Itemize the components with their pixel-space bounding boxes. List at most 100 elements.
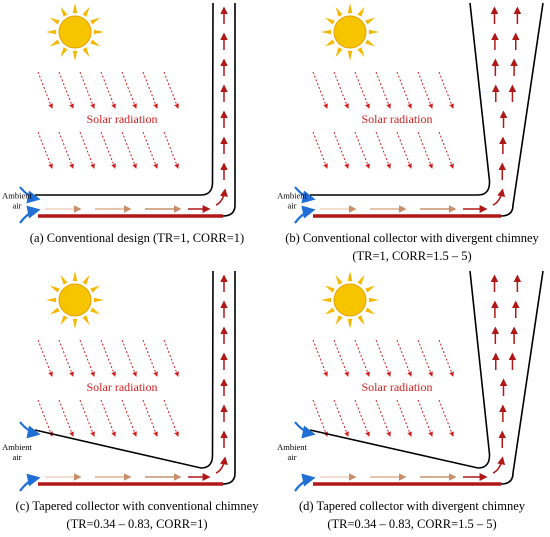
- sun-ray: [82, 274, 90, 285]
- sun-ray: [357, 6, 365, 17]
- inlet-label: Ambient: [277, 190, 307, 200]
- sun-ray: [335, 47, 343, 58]
- caption: (TR=0.34 – 0.83, CORR=1.5 – 5): [327, 517, 496, 531]
- radiation-arrow: [375, 71, 391, 109]
- radiation-arrow: [58, 131, 74, 169]
- caption: (d) Tapered collector with divergent chi…: [299, 499, 526, 513]
- sun: [333, 283, 367, 317]
- sun-ray: [335, 315, 343, 326]
- inlet-label: Ambient: [2, 442, 32, 452]
- radiation-arrow: [58, 399, 74, 437]
- radiation-arrow: [58, 71, 74, 109]
- chimney-right-wall: [500, 270, 544, 485]
- sun: [333, 15, 367, 49]
- radiation-arrow: [333, 399, 349, 437]
- radiation-arrow: [163, 339, 179, 377]
- radiation-arrow: [79, 339, 95, 377]
- sun: [58, 15, 92, 49]
- sun-ray: [60, 274, 68, 285]
- radiation-arrow: [333, 339, 349, 377]
- inlet-label: air: [288, 452, 297, 462]
- radiation-arrow: [375, 399, 391, 437]
- sun-ray: [365, 285, 376, 293]
- inlet-label: Ambient: [277, 442, 307, 452]
- radiation-arrow: [354, 131, 370, 169]
- sun-ray: [321, 29, 332, 35]
- radiation-arrow: [396, 71, 412, 109]
- caption: (c) Tapered collector with conventional …: [16, 499, 260, 513]
- flow-arrow: [492, 188, 506, 206]
- radiation-arrow: [37, 399, 53, 437]
- flow-arrow: [215, 456, 228, 474]
- radiation-arrow: [142, 339, 158, 377]
- sun-ray: [357, 47, 365, 58]
- radiation-arrow: [163, 131, 179, 169]
- sun-ray: [90, 285, 101, 293]
- radiation-arrow: [100, 131, 116, 169]
- radiation-arrow: [142, 399, 158, 437]
- radiation-arrow: [100, 399, 116, 437]
- radiation-arrow: [121, 399, 137, 437]
- sun-ray: [324, 285, 335, 293]
- sun-ray: [365, 17, 376, 25]
- radiation-arrow: [417, 339, 433, 377]
- sun-ray: [347, 50, 353, 61]
- radiation-arrow: [58, 339, 74, 377]
- sun-ray: [365, 39, 376, 47]
- sun-ray: [60, 47, 68, 58]
- radiation-arrow: [417, 399, 433, 437]
- radiation-arrow: [396, 399, 412, 437]
- sun-ray: [357, 315, 365, 326]
- radiation-arrow: [438, 399, 454, 437]
- sun-ray: [90, 307, 101, 315]
- sun-ray: [46, 297, 57, 303]
- inlet-arrow: [294, 186, 316, 204]
- radiation-arrow: [37, 339, 53, 377]
- radiation-arrow: [375, 131, 391, 169]
- inlet-label: Ambient: [2, 190, 32, 200]
- collector-roof: [310, 2, 491, 196]
- radiation-arrow: [37, 71, 53, 109]
- sun-ray: [49, 307, 60, 315]
- sun-ray: [347, 271, 353, 282]
- collector-roof: [309, 270, 491, 469]
- caption: (b) Conventional collector with divergen…: [285, 231, 539, 245]
- radiation-arrow: [333, 131, 349, 169]
- inlet-arrow: [19, 473, 41, 492]
- radiation-arrow: [396, 131, 412, 169]
- sun-ray: [357, 274, 365, 285]
- radiation-arrow: [100, 71, 116, 109]
- sun-ray: [347, 3, 353, 14]
- sun-ray: [324, 39, 335, 47]
- radiation-arrow: [121, 339, 137, 377]
- sun-ray: [60, 315, 68, 326]
- radiation-arrow: [417, 131, 433, 169]
- caption: (TR=1, CORR=1.5 – 5): [352, 249, 471, 263]
- radiation-label: Solar radiation: [362, 380, 433, 394]
- radiation-label: Solar radiation: [362, 112, 433, 126]
- sun-ray: [82, 47, 90, 58]
- radiation-arrow: [142, 131, 158, 169]
- caption: (TR=0.34 – 0.83, CORR=1): [66, 517, 207, 531]
- collector-roof: [34, 270, 214, 469]
- radiation-arrow: [312, 71, 328, 109]
- radiation-label: Solar radiation: [87, 380, 158, 394]
- sun-ray: [321, 297, 332, 303]
- inlet-arrow: [19, 421, 41, 439]
- radiation-arrow: [79, 399, 95, 437]
- sun-ray: [368, 297, 379, 303]
- radiation-arrow: [354, 71, 370, 109]
- inlet-arrow: [19, 205, 41, 224]
- chimney-right-wall: [500, 2, 544, 217]
- radiation-arrow: [438, 71, 454, 109]
- sun-ray: [335, 6, 343, 17]
- sun-ray: [324, 17, 335, 25]
- radiation-arrow: [163, 71, 179, 109]
- radiation-label: Solar radiation: [87, 112, 158, 126]
- sun-ray: [90, 39, 101, 47]
- inlet-arrow: [19, 186, 41, 204]
- caption: (a) Conventional design (TR=1, CORR=1): [30, 231, 244, 245]
